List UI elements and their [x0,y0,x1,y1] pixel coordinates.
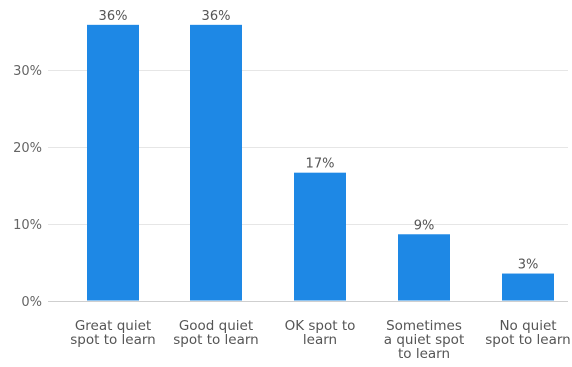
data-label: 3% [518,258,539,273]
category-label: Great quiet spot to learn [70,318,156,348]
bar [502,273,554,301]
y-axis-tick-labels: 0% 10% 20% 30% [13,64,42,310]
data-label: 9% [414,218,435,233]
y-tick-label: 30% [13,64,42,79]
category-label-line: spot to learn [485,332,571,348]
category-label-line: spot to learn [70,332,156,348]
bar [87,24,139,301]
category-label-line: OK spot to [285,318,356,334]
bar [190,24,242,301]
y-tick-label: 10% [13,218,42,233]
data-label: 17% [306,157,335,172]
bars [87,24,554,301]
category-label-line: learn [303,332,337,348]
category-label-line: No quiet [499,318,556,334]
data-labels: 36% 36% 17% 9% 3% [99,9,539,273]
category-label-line: spot to learn [173,332,259,348]
y-tick-label: 0% [21,295,42,310]
category-label: Sometimes a quiet spot to learn [384,318,465,362]
category-label-line: Sometimes [386,318,462,334]
data-label: 36% [202,9,231,24]
category-label: Good quiet spot to learn [173,318,259,348]
category-label-line: Good quiet [179,318,253,334]
category-label-line: a quiet spot [384,332,465,348]
y-tick-label: 20% [13,141,42,156]
category-label: OK spot to learn [285,318,356,348]
category-label: No quiet spot to learn [485,318,571,348]
category-label-line: Great quiet [75,318,151,334]
category-label-line: to learn [398,346,450,362]
data-label: 36% [99,9,128,24]
bar [294,172,346,301]
bar [398,234,450,301]
